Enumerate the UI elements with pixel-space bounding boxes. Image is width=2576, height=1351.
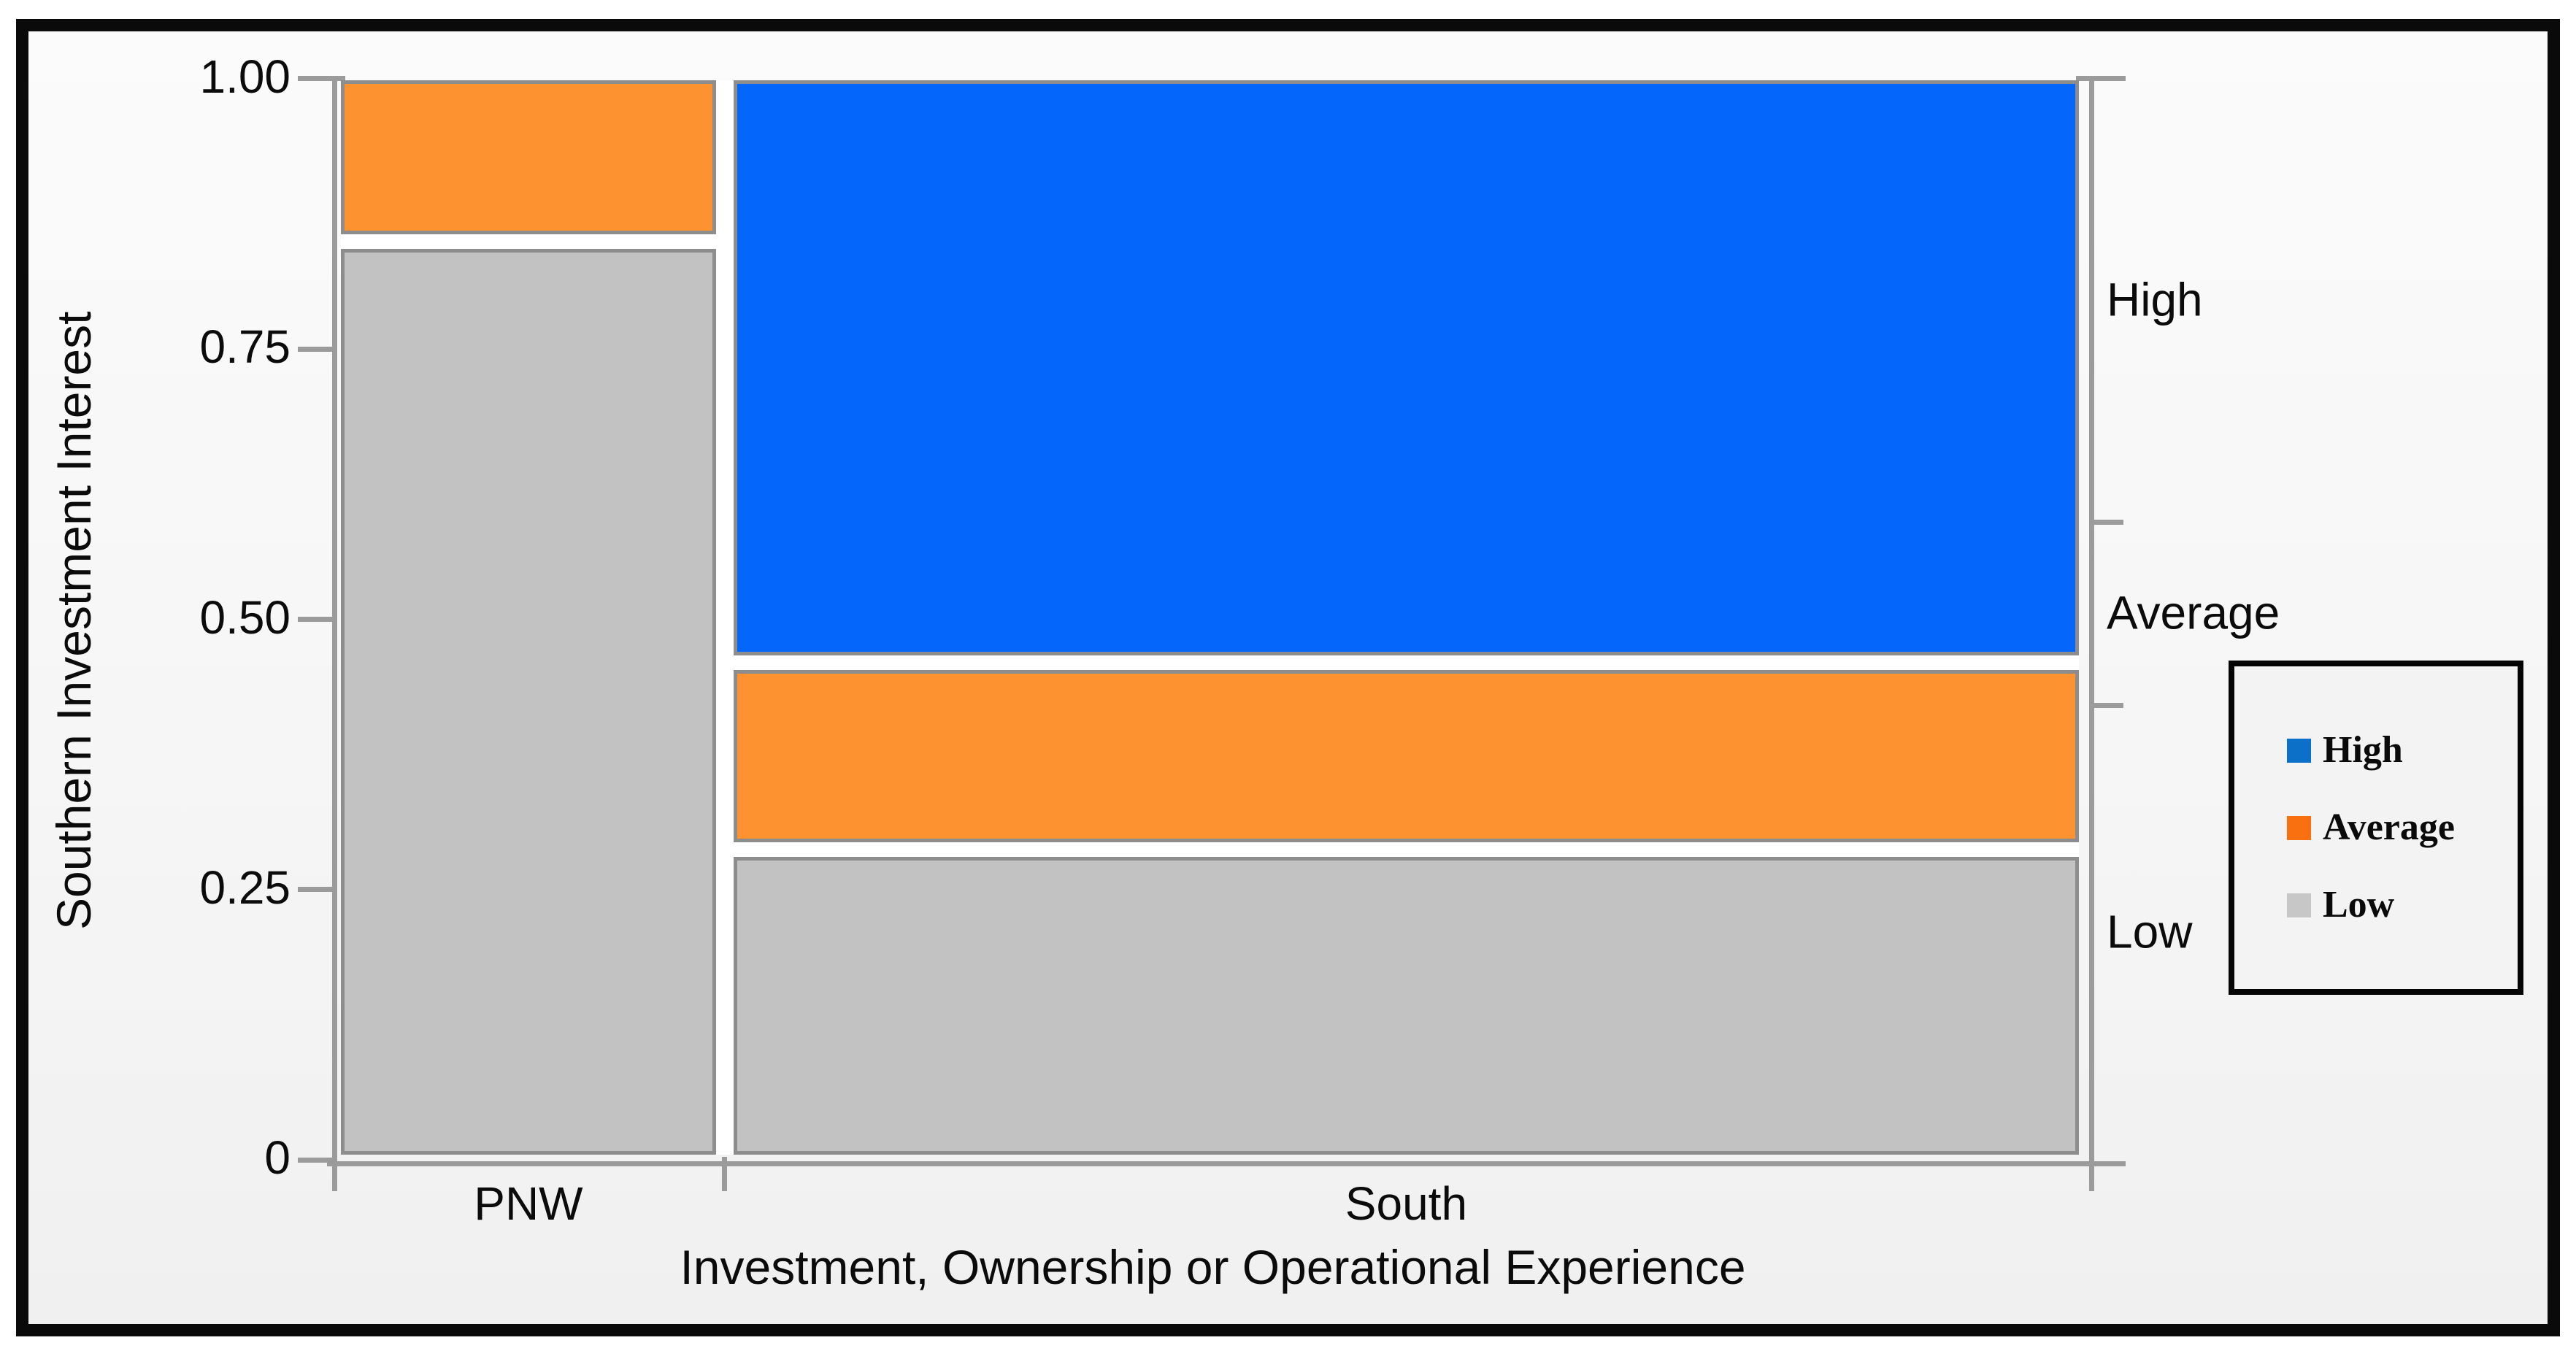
right-axis-label-High: High bbox=[2107, 273, 2203, 326]
right-tick-Average bbox=[2089, 703, 2123, 709]
legend-label-Low: Low bbox=[2323, 884, 2395, 925]
y-tick-label-1.00: 1.00 bbox=[199, 50, 291, 104]
y-tick-label-0.50: 0.50 bbox=[199, 590, 291, 644]
legend-item-High: High bbox=[2287, 712, 2518, 789]
legend: High Average Low bbox=[2229, 661, 2523, 995]
mosaic-segment-PNW-Low bbox=[341, 248, 716, 1155]
y-tick-label-0.25: 0.25 bbox=[199, 861, 291, 914]
x-category-label-PNW: PNW bbox=[474, 1177, 583, 1230]
mosaic-segment-PNW-Average bbox=[341, 80, 716, 234]
y-axis-title: Southern Investment Interest bbox=[47, 311, 101, 930]
legend-item-Average: Average bbox=[2287, 789, 2518, 866]
x-axis-line bbox=[327, 1161, 2126, 1166]
legend-item-Low: Low bbox=[2287, 866, 2518, 944]
y-tick-label-0.75: 0.75 bbox=[199, 320, 291, 374]
y-tick-0 bbox=[298, 1157, 332, 1163]
right-axis-label-Low: Low bbox=[2107, 905, 2193, 958]
mosaic-segment-South-High bbox=[733, 80, 2079, 655]
legend-swatch-Average-icon bbox=[2287, 815, 2311, 840]
top-right-connector bbox=[2076, 76, 2126, 81]
right-axis-line bbox=[2089, 76, 2094, 1191]
legend-label-Average: Average bbox=[2323, 807, 2455, 848]
y-axis-line bbox=[332, 76, 337, 1191]
mosaic-segment-South-Average bbox=[733, 669, 2079, 842]
x-axis-title: Investment, Ownership or Operational Exp… bbox=[680, 1240, 1746, 1294]
y-tick-0.75 bbox=[298, 346, 332, 352]
legend-swatch-High-icon bbox=[2287, 738, 2311, 763]
mosaic-segment-South-Low bbox=[733, 856, 2079, 1155]
right-tick-High bbox=[2089, 519, 2123, 525]
right-axis-label-Average: Average bbox=[2107, 586, 2280, 639]
legend-label-High: High bbox=[2323, 729, 2403, 771]
y-tick-0.50 bbox=[298, 617, 332, 622]
legend-swatch-Low-icon bbox=[2287, 893, 2311, 917]
y-tick-label-0: 0 bbox=[264, 1131, 291, 1185]
x-category-label-South: South bbox=[1345, 1177, 1468, 1230]
top-left-connector bbox=[298, 76, 345, 81]
x-boundary-tick bbox=[722, 1157, 728, 1191]
y-tick-0.25 bbox=[298, 887, 332, 893]
